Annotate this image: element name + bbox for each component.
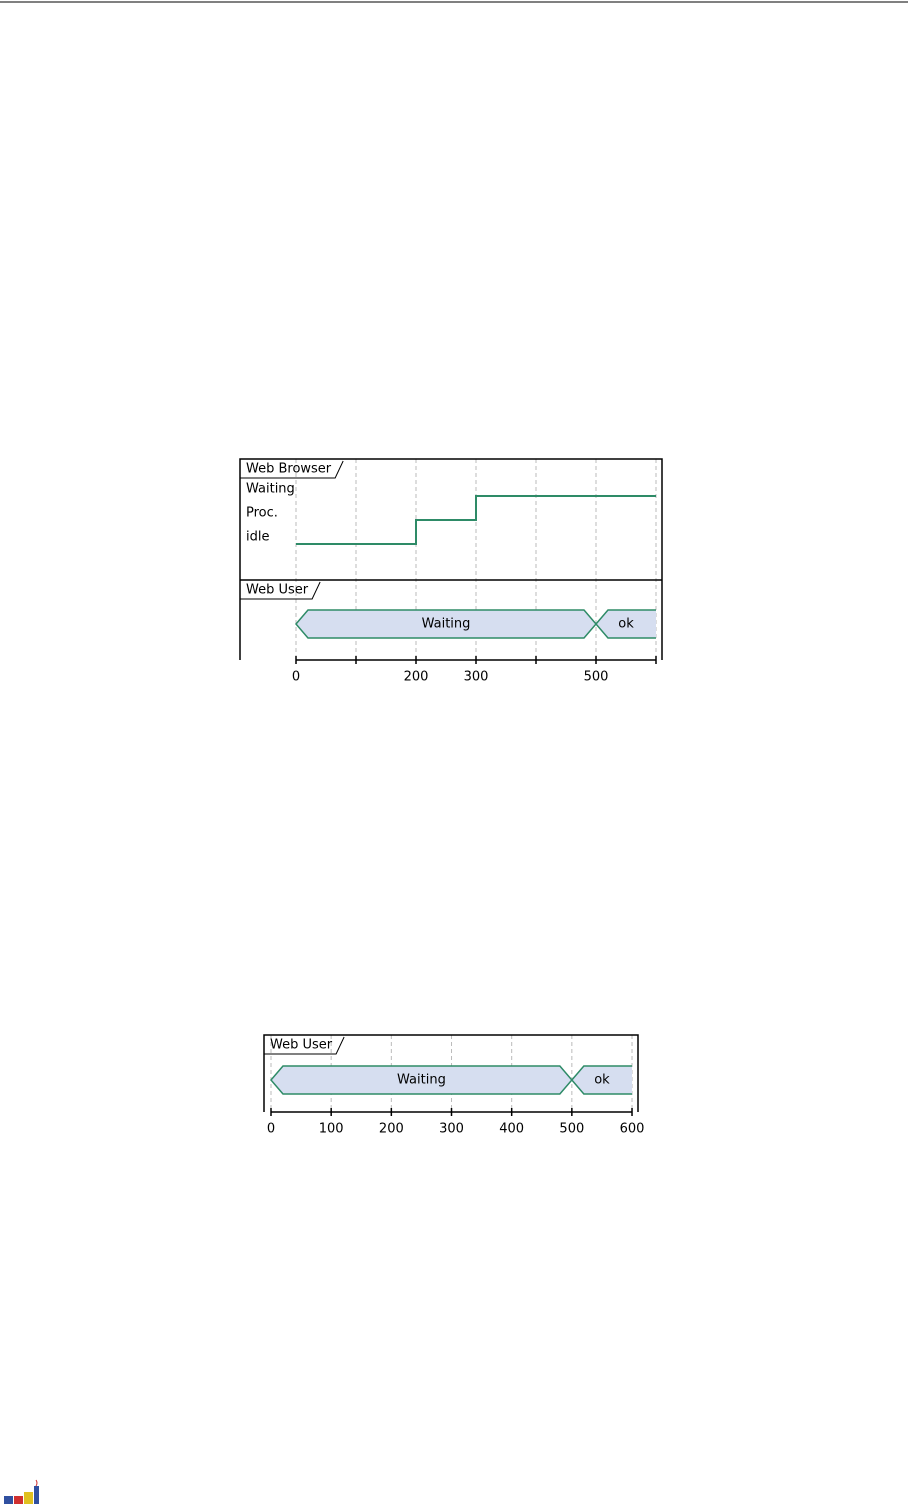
state-name: idle: [246, 530, 269, 545]
state-label: ok: [594, 1073, 610, 1088]
logo: [4, 1479, 39, 1504]
tick-label: 500: [584, 670, 609, 685]
label-box: [240, 581, 321, 600]
tick-label: 0: [267, 1122, 275, 1137]
state-name: Waiting: [246, 482, 295, 497]
tick-label: 0: [292, 670, 300, 685]
tick-label: 500: [559, 1122, 584, 1137]
state-line: [296, 495, 656, 545]
label-box: [240, 460, 344, 479]
tick-label: 100: [319, 1122, 344, 1137]
state-band: [571, 1066, 633, 1094]
section-label: Web User: [270, 1038, 333, 1053]
state-label: ok: [618, 617, 634, 632]
section-label: Web User: [246, 583, 309, 598]
tick-label: 200: [379, 1122, 404, 1137]
state-label: Waiting: [422, 617, 471, 632]
tick-label: 400: [499, 1122, 524, 1137]
frame: [239, 458, 663, 660]
frame: [263, 1034, 639, 1112]
band-outline: [570, 1065, 633, 1095]
tick-label: 600: [620, 1122, 645, 1137]
label-box: [264, 1036, 345, 1055]
section-label: Web Browser: [246, 462, 332, 477]
band-outline: [595, 609, 656, 639]
tick-label: 200: [404, 670, 429, 685]
state-name: Proc.: [246, 506, 278, 521]
tick-label: 300: [439, 1122, 464, 1137]
tick-label: 300: [464, 670, 489, 685]
state-band: [596, 610, 656, 638]
state-label: Waiting: [397, 1073, 446, 1088]
